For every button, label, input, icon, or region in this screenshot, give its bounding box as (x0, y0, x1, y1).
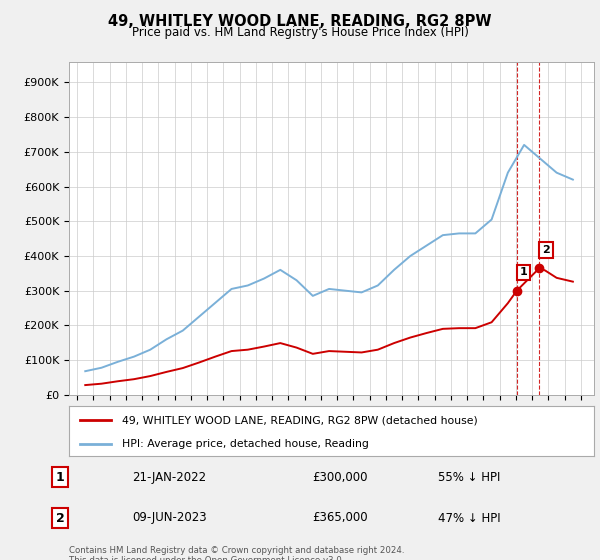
Text: Contains HM Land Registry data © Crown copyright and database right 2024.
This d: Contains HM Land Registry data © Crown c… (69, 546, 404, 560)
Text: 1: 1 (56, 470, 64, 484)
Text: 47% ↓ HPI: 47% ↓ HPI (438, 511, 500, 525)
Text: £300,000: £300,000 (312, 470, 367, 484)
Text: 49, WHITLEY WOOD LANE, READING, RG2 8PW (detached house): 49, WHITLEY WOOD LANE, READING, RG2 8PW … (121, 415, 477, 425)
Text: 21-JAN-2022: 21-JAN-2022 (132, 470, 206, 484)
Text: 49, WHITLEY WOOD LANE, READING, RG2 8PW: 49, WHITLEY WOOD LANE, READING, RG2 8PW (108, 14, 492, 29)
Text: 09-JUN-2023: 09-JUN-2023 (132, 511, 206, 525)
Text: 2: 2 (56, 511, 64, 525)
Text: HPI: Average price, detached house, Reading: HPI: Average price, detached house, Read… (121, 439, 368, 449)
Text: 55% ↓ HPI: 55% ↓ HPI (438, 470, 500, 484)
Text: Price paid vs. HM Land Registry's House Price Index (HPI): Price paid vs. HM Land Registry's House … (131, 26, 469, 39)
Text: 2: 2 (542, 245, 550, 255)
Text: 1: 1 (520, 268, 527, 278)
Text: £365,000: £365,000 (312, 511, 368, 525)
